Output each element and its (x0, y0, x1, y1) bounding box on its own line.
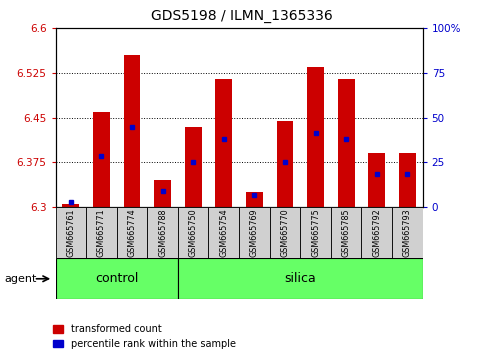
Text: GSM665793: GSM665793 (403, 209, 412, 257)
Bar (300, 207, 331, 258)
Text: GSM665769: GSM665769 (250, 209, 259, 257)
Bar (185, 127, 201, 207)
Text: silica: silica (284, 272, 316, 285)
Bar (86, 207, 117, 258)
Text: GSM665788: GSM665788 (158, 209, 167, 257)
Text: GDS5198 / ILMN_1365336: GDS5198 / ILMN_1365336 (151, 9, 332, 23)
Bar (154, 180, 171, 207)
Text: control: control (95, 272, 139, 285)
Bar (56, 258, 178, 299)
Bar (215, 79, 232, 207)
Legend: transformed count, percentile rank within the sample: transformed count, percentile rank withi… (53, 324, 236, 349)
Bar (338, 79, 355, 207)
Bar (124, 55, 141, 207)
Text: GSM665785: GSM665785 (341, 209, 351, 257)
Bar (147, 207, 178, 258)
Text: GSM665775: GSM665775 (311, 209, 320, 257)
Bar (239, 207, 270, 258)
Bar (117, 207, 147, 258)
Text: GSM665754: GSM665754 (219, 209, 228, 257)
Text: GSM665770: GSM665770 (281, 209, 289, 257)
Text: GSM665750: GSM665750 (189, 209, 198, 257)
Bar (307, 67, 324, 207)
Bar (392, 207, 423, 258)
Bar (270, 207, 300, 258)
Bar (93, 112, 110, 207)
Bar (178, 207, 209, 258)
Bar (399, 154, 416, 207)
Text: GSM665774: GSM665774 (128, 209, 137, 257)
Bar (62, 204, 79, 207)
Bar (361, 207, 392, 258)
Bar (331, 207, 361, 258)
Bar (369, 154, 385, 207)
Bar (277, 121, 293, 207)
Bar (209, 207, 239, 258)
Bar (56, 207, 86, 258)
Text: GSM665792: GSM665792 (372, 209, 381, 257)
Bar (246, 192, 263, 207)
Text: GSM665761: GSM665761 (66, 209, 75, 257)
Bar (178, 258, 423, 299)
Text: agent: agent (5, 274, 37, 284)
Text: GSM665771: GSM665771 (97, 209, 106, 257)
